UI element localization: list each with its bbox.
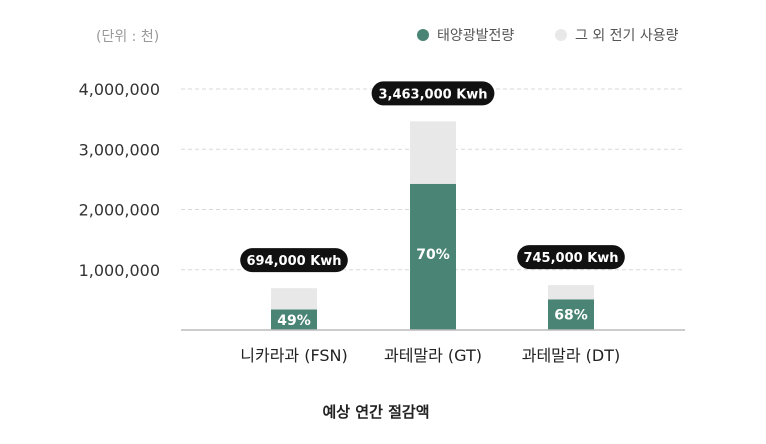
legend-label-solar: 태양광발전량 bbox=[437, 28, 514, 44]
bar-other-usage bbox=[271, 288, 317, 310]
bar-solar bbox=[271, 309, 317, 330]
x-category-label: 과테말라 (GT) bbox=[384, 346, 482, 365]
bar-solar bbox=[410, 183, 456, 330]
y-tick-label: 3,000,000 bbox=[79, 140, 160, 159]
total-label-pill bbox=[240, 248, 348, 273]
legend-label-other: 그 외 전기 사용량 bbox=[575, 28, 679, 44]
chart-caption: 예상 연간 절감액 bbox=[322, 403, 429, 421]
bar-percent-label: 49% bbox=[277, 313, 311, 329]
y-tick-label: 1,000,000 bbox=[79, 261, 160, 280]
x-axis: 니카라과 (FSN) 과테말라 (GT) 과테말라 (DT) bbox=[240, 346, 620, 365]
y-axis: 1,000,000 2,000,000 3,000,000 4,000,000 bbox=[79, 80, 160, 280]
x-category-label: 니카라과 (FSN) bbox=[240, 346, 348, 365]
bar-percent-label: 70% bbox=[416, 247, 450, 263]
total-label-pill bbox=[371, 81, 495, 106]
y-tick-label: 2,000,000 bbox=[79, 201, 160, 220]
x-category-label: 과테말라 (DT) bbox=[522, 346, 621, 365]
bars: 49% 70% 68% bbox=[271, 121, 594, 330]
total-label-text: 3,463,000 Kwh bbox=[378, 87, 487, 102]
total-labels: 694,000 Kwh 3,463,000 Kwh 745,000 Kwh bbox=[240, 81, 625, 273]
y-tick-label: 4,000,000 bbox=[79, 80, 160, 99]
legend-swatch-other bbox=[555, 29, 567, 41]
bar-solar bbox=[548, 299, 594, 330]
total-label-text: 745,000 Kwh bbox=[523, 251, 618, 266]
legend: 태양광발전량 그 외 전기 사용량 bbox=[417, 28, 679, 44]
bar-other-usage bbox=[548, 285, 594, 300]
legend-swatch-solar bbox=[417, 29, 429, 41]
bar-percent-label: 68% bbox=[554, 308, 588, 324]
unit-note: (단위 : 천) bbox=[96, 29, 159, 45]
total-label-text: 694,000 Kwh bbox=[246, 254, 341, 269]
total-label-pill bbox=[517, 245, 625, 270]
bar-other-usage bbox=[410, 121, 456, 184]
